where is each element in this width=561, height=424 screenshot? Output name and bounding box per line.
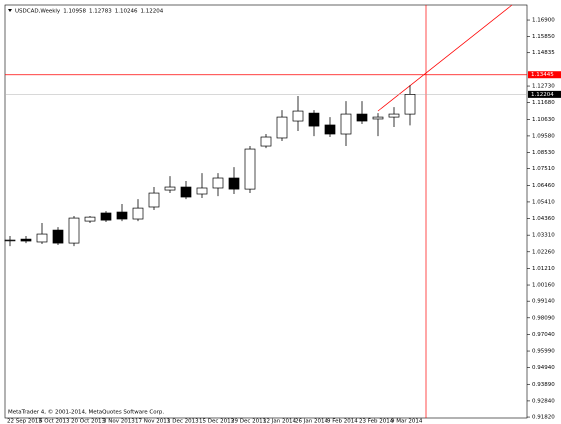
candle-body bbox=[20, 238, 32, 242]
price-label-box bbox=[528, 90, 561, 98]
candle-body bbox=[116, 211, 128, 220]
y-tick-label: 1.12730 bbox=[532, 84, 555, 90]
candle-body bbox=[212, 177, 224, 189]
crosshair-label: 1.13445 bbox=[531, 72, 554, 78]
x-tick-label: 20 Oct 2013 bbox=[71, 419, 106, 424]
header-text: 1.10246 bbox=[115, 9, 138, 15]
plot-frame bbox=[4, 4, 528, 419]
footer: MetaTrader 4, © 2001-2014, MetaQuotes So… bbox=[8, 409, 164, 416]
candle-body bbox=[84, 216, 96, 222]
candle-body bbox=[52, 229, 64, 244]
header-text: 1.12204 bbox=[140, 9, 163, 15]
crosshair-label-box bbox=[528, 71, 561, 79]
y-tick-label: 1.04360 bbox=[532, 216, 555, 222]
y-tick-label: 0.91820 bbox=[532, 415, 555, 421]
candle-body bbox=[356, 113, 368, 122]
x-tick-label: 22 Sep 2013 bbox=[7, 419, 42, 424]
y-tick-label: 1.16900 bbox=[532, 18, 555, 24]
x-tick-label: 29 Dec 2013 bbox=[231, 419, 267, 424]
y-tick-label: 0.97040 bbox=[532, 332, 555, 338]
y-tick-label: 1.03310 bbox=[532, 233, 555, 239]
candle-body bbox=[388, 113, 400, 118]
x-tick-label: 9 Feb 2014 bbox=[327, 419, 358, 424]
x-tick-label: 17 Nov 2013 bbox=[135, 419, 171, 424]
candle-body bbox=[308, 112, 320, 127]
x-tick-label: 1 Dec 2013 bbox=[167, 419, 199, 424]
candle-body bbox=[292, 110, 304, 122]
candle-body bbox=[244, 148, 256, 190]
y-tick-label: 1.09580 bbox=[532, 133, 555, 139]
y-tick-label: 1.05410 bbox=[532, 199, 555, 205]
candle-body bbox=[196, 187, 208, 195]
candle-body bbox=[180, 186, 192, 198]
x-tick-label: 26 Jan 2014 bbox=[295, 419, 328, 424]
y-tick-label: 0.98090 bbox=[532, 315, 555, 321]
candle-body bbox=[372, 116, 384, 120]
x-tick-label: 9 Mar 2014 bbox=[391, 419, 423, 424]
candle-body bbox=[100, 212, 112, 221]
candle-body bbox=[148, 192, 160, 208]
candle-body bbox=[260, 136, 272, 147]
candle-body bbox=[36, 233, 48, 243]
x-tick-label: 23 Feb 2014 bbox=[359, 419, 394, 424]
y-tick-label: 0.95990 bbox=[532, 349, 555, 355]
y-tick-label: 0.93890 bbox=[532, 382, 555, 388]
y-tick-label: 1.00160 bbox=[532, 283, 555, 289]
x-tick-label: 15 Dec 2013 bbox=[199, 419, 235, 424]
trend-line bbox=[377, 4, 513, 112]
candle-body bbox=[276, 116, 288, 139]
title-icon bbox=[8, 9, 12, 12]
y-tick-label: 1.10630 bbox=[532, 117, 555, 123]
price-label: 1.12204 bbox=[531, 92, 554, 98]
x-tick-label: 12 Jan 2014 bbox=[263, 419, 296, 424]
y-tick-label: 0.99140 bbox=[532, 299, 555, 305]
header-text: USDCAD,Weekly bbox=[15, 9, 61, 15]
candle-body bbox=[340, 113, 352, 135]
y-tick-label: 0.92840 bbox=[532, 398, 555, 404]
candle-body bbox=[404, 94, 416, 115]
x-tick-label: 3 Nov 2013 bbox=[103, 419, 135, 424]
y-tick-label: 1.14835 bbox=[532, 50, 555, 56]
candle-body bbox=[324, 124, 336, 135]
candle-body bbox=[4, 239, 16, 242]
candle-body bbox=[132, 207, 144, 220]
y-tick-label: 1.07510 bbox=[532, 166, 555, 172]
header-text: 1.12783 bbox=[89, 9, 112, 15]
candle-body bbox=[164, 186, 176, 191]
y-tick-label: 1.11680 bbox=[532, 100, 555, 106]
y-tick-label: 1.02260 bbox=[532, 249, 555, 255]
y-tick-label: 0.94940 bbox=[532, 365, 555, 371]
y-tick-label: 1.08530 bbox=[532, 150, 555, 156]
candle-body bbox=[228, 177, 240, 190]
header-text: 1.10958 bbox=[63, 9, 86, 15]
candle-body bbox=[68, 217, 80, 244]
y-tick-label: 1.01210 bbox=[532, 266, 555, 272]
y-tick-label: 1.06460 bbox=[532, 183, 555, 189]
y-tick-label: 1.15850 bbox=[532, 34, 555, 40]
x-tick-label: 6 Oct 2013 bbox=[39, 419, 70, 424]
